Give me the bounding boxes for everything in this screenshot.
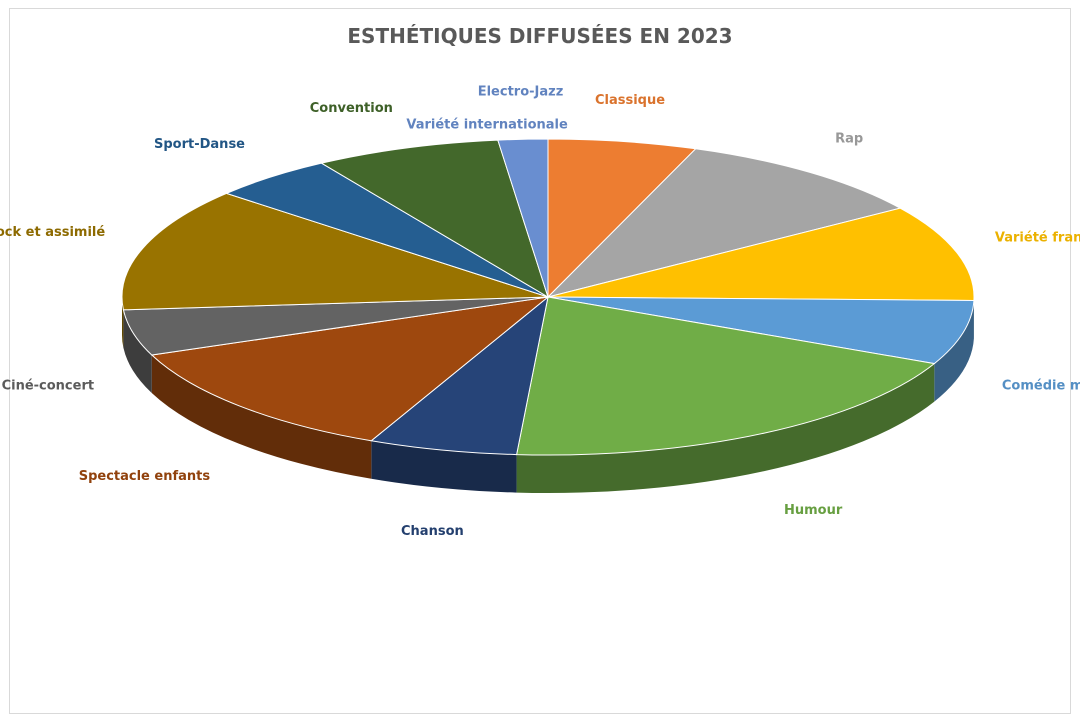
slice-label-8: Pop rock et assimilé: [0, 225, 105, 240]
pie-sides: [122, 297, 974, 493]
slice-label-6: Spectacle enfants: [79, 469, 211, 484]
slice-label-5: Chanson: [401, 524, 464, 539]
pie-side-7: [123, 309, 152, 394]
pie-slice-4: [516, 296, 936, 456]
pie-tops: [121, 138, 975, 456]
chart-title: ESTHÉTIQUES DIFFUSÉES EN 2023: [347, 24, 733, 48]
slice-label-12: Electro-Jazz: [478, 84, 564, 99]
pie-side-5: [371, 440, 517, 493]
pie-side-6: [151, 355, 372, 479]
pie-side-3: [934, 300, 974, 402]
slice-label-1: Rap: [835, 132, 863, 147]
pie-slice-8: [121, 192, 549, 311]
pie-slice-6: [150, 296, 550, 442]
pie-slice-12: [497, 138, 549, 298]
slice-label-7: Ciné-concert: [2, 378, 95, 393]
slice-label-10: Convention: [310, 101, 393, 116]
pie-slice-3: [547, 296, 975, 365]
pie-slice-5: [370, 295, 549, 456]
slice-label-4: Humour: [784, 503, 843, 518]
pie-slice-0: [547, 138, 697, 299]
pie-slice-10: [320, 139, 549, 299]
pie-slice-1: [546, 148, 902, 298]
pie-side-4: [516, 363, 935, 493]
slice-label-2: Variété française: [995, 230, 1080, 245]
slice-label-9: Sport-Danse: [154, 137, 245, 152]
slice-label-11: Variété internationale: [406, 117, 568, 132]
pie-slice-2: [547, 207, 975, 301]
slice-label-0: Classique: [595, 93, 665, 108]
slice-label-3: Comédie musicale: [1002, 378, 1080, 393]
pie-labels: Classique Rap Variété française Comédie mus…: [0, 84, 1080, 539]
